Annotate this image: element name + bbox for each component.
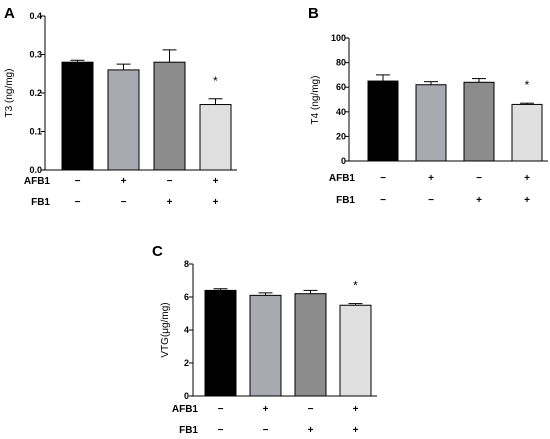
panel-a-factor-sign: + [167,197,173,208]
panel-a-bar [107,69,140,171]
panel-c-y-tick-label: 6 [184,292,189,302]
panel-c-factor-sign: + [263,404,269,415]
panel-a-bar [153,61,186,171]
panel-b-factor-sign: + [524,173,530,184]
panel-a-factor-sign: − [75,176,81,187]
panel-a-y-tick-label: 0.0 [29,165,42,175]
panel-b-y-tick-label: 0 [341,156,346,166]
panel-b-y-tick-label: 60 [336,82,346,92]
panel-a-significance-mark: * [213,74,218,88]
panel-a-factor-label: AFB1 [24,176,51,187]
panel-a-y-tick-label: 0.4 [29,11,42,21]
panel-a-factor-sign: + [213,176,219,187]
panel-b-factor-sign: + [428,173,434,184]
panel-c-letter: C [152,243,163,260]
panel-b-y-tick-label: 80 [336,58,346,68]
panel-c-bar [339,304,372,397]
panel-c-factor-sign: − [263,425,269,436]
panel-a-factor-sign: − [167,176,173,187]
panel-a-factor-sign: − [121,197,127,208]
panel-b-factor-label: AFB1 [329,173,356,184]
panel-c-bar [204,289,237,397]
panel-b-factor-sign: − [380,173,386,184]
panel-c-factor-sign: − [308,404,314,415]
panel-c-bar [294,293,327,397]
panel-c-significance-mark: * [353,279,358,293]
panel-b-bar [463,81,495,162]
panel-b-factor-sign: − [380,195,386,206]
panel-b-significance-mark: * [525,78,530,92]
panel-b-y-axis-label: T4 (ng/mg) [310,76,321,125]
panel-c-factor-sign: + [308,425,314,436]
panel-a-y-tick-label: 0.2 [29,88,42,98]
panel-b-factor-sign: − [428,195,434,206]
panel-a-y-axis-label: T3 (ng/mg) [4,69,15,118]
panel-b-y-tick-label: 20 [336,131,346,141]
panel-b-bar [415,84,447,162]
panel-b-factor-sign: + [476,195,482,206]
panel-b-bar [367,80,399,162]
panel-a-letter: A [4,5,15,22]
panel-c-y-tick-label: 4 [184,325,189,335]
panel-c-factor-sign: − [218,425,224,436]
panel-a-bar [61,61,94,171]
panel-c-y-tick-label: 0 [184,391,189,401]
panel-b-y-tick-label: 40 [336,107,346,117]
panel-c-y-axis-label: VTG(μg/mg) [160,302,171,357]
panel-a-factor-label: FB1 [31,197,50,208]
panel-c-y-tick-label: 8 [184,259,189,269]
panel-c-y-tick-label: 2 [184,358,189,368]
panel-c-factor-sign: + [353,404,359,415]
panel-c-bar [249,294,282,397]
panel-c-factor-sign: + [353,425,359,436]
panel-a-factor-sign: + [121,176,127,187]
panel-c-factor-label: FB1 [179,425,198,436]
panel-b-factor-sign: − [476,173,482,184]
panel-b-factor-sign: + [524,195,530,206]
panel-b-factor-label: FB1 [336,195,355,206]
panel-a-y-tick-label: 0.3 [29,50,42,60]
panel-c-factor-sign: − [218,404,224,415]
panel-a-factor-sign: + [213,197,219,208]
panel-c-factor-label: AFB1 [172,404,199,415]
panel-a-bar [199,104,232,171]
panel-a-factor-sign: − [75,197,81,208]
panel-b-letter: B [308,5,319,22]
panel-b-bar [511,103,543,162]
panel-a-y-tick-label: 0.1 [29,127,42,137]
panel-b-y-tick-label: 100 [331,33,346,43]
